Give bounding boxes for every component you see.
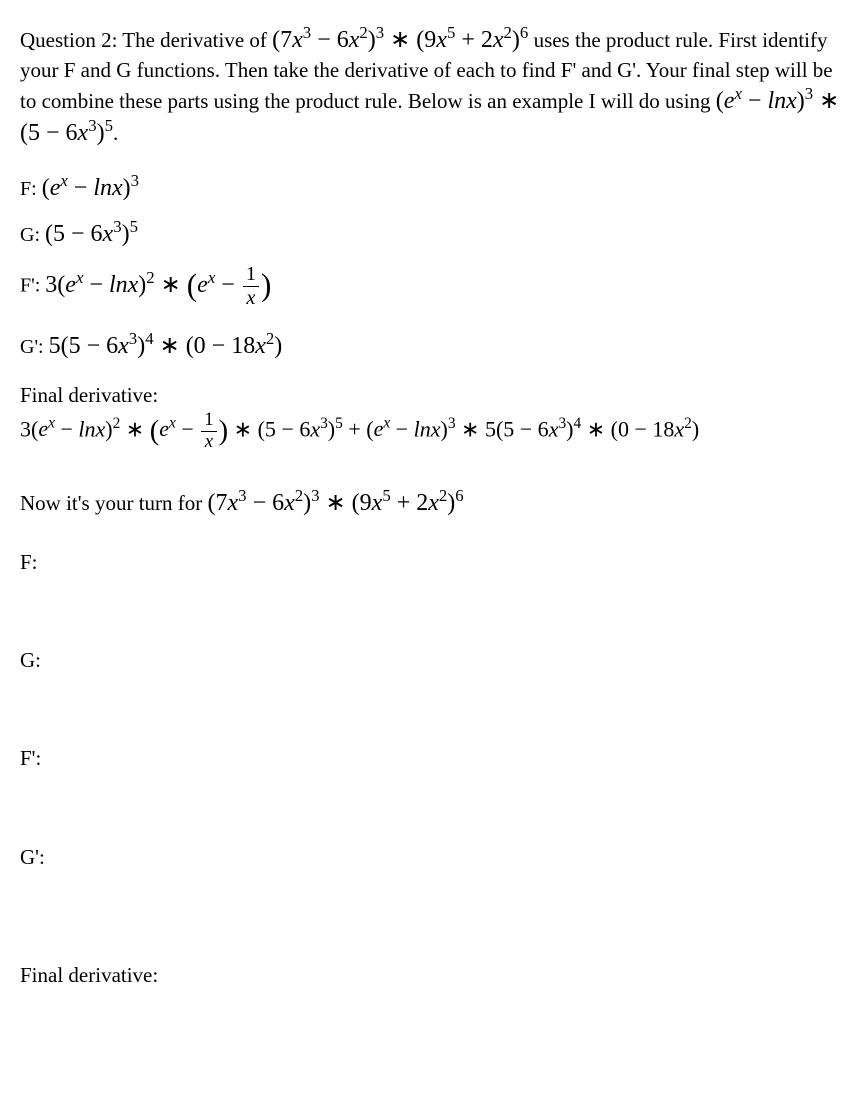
final-derivative-label: Final derivative:: [20, 381, 842, 409]
frac-den: x: [201, 432, 216, 452]
your-turn-expression: (7x3 − 6x2)3 ∗ (9x5 + 2x2)6: [208, 490, 464, 516]
blank-final-label: Final derivative:: [20, 961, 842, 989]
example-Fprime-line: F': 3(ex − lnx)2 ∗ (ex − 1x): [20, 264, 842, 308]
q-prefix: Question 2: The derivative of: [20, 28, 272, 52]
example-Gprime-line: G': 5(5 − 6x3)4 ∗ (0 − 18x2): [20, 330, 842, 362]
your-turn-lead: Now it's your turn for: [20, 491, 208, 515]
frac-num: 1: [243, 264, 259, 286]
your-turn-line: Now it's your turn for (7x3 − 6x2)3 ∗ (9…: [20, 487, 842, 519]
blank-F-label: F:: [20, 548, 842, 576]
blank-G-label: G:: [20, 646, 842, 674]
final-derivative-expression: 3(ex − lnx)2 ∗ (ex − 1x) ∗ (5 − 6x3)5 + …: [20, 411, 842, 451]
F-expression: (ex − lnx)3: [42, 175, 139, 201]
frac-den: x: [243, 287, 259, 308]
worksheet-page: Question 2: The derivative of (7x3 − 6x2…: [0, 0, 862, 1029]
F-label: F:: [20, 178, 42, 200]
q-period: .: [113, 121, 118, 145]
Fprime-expression: 3(ex − lnx)2 ∗ (ex − 1x): [45, 272, 271, 298]
question-intro: Question 2: The derivative of (7x3 − 6x2…: [20, 24, 842, 150]
G-label: G:: [20, 224, 45, 246]
frac-num: 1: [201, 411, 216, 432]
example-F-line: F: (ex − lnx)3: [20, 172, 842, 204]
Gprime-label: G':: [20, 336, 49, 358]
q-main-expression: (7x3 − 6x2)3 ∗ (9x5 + 2x2)6: [272, 27, 528, 53]
G-expression: (5 − 6x3)5: [45, 221, 138, 247]
blank-Fprime-label: F':: [20, 744, 842, 772]
Fprime-label: F':: [20, 275, 45, 297]
blank-Gprime-label: G':: [20, 843, 842, 871]
example-G-line: G: (5 − 6x3)5: [20, 218, 842, 250]
Gprime-expression: 5(5 − 6x3)4 ∗ (0 − 18x2): [49, 333, 283, 359]
